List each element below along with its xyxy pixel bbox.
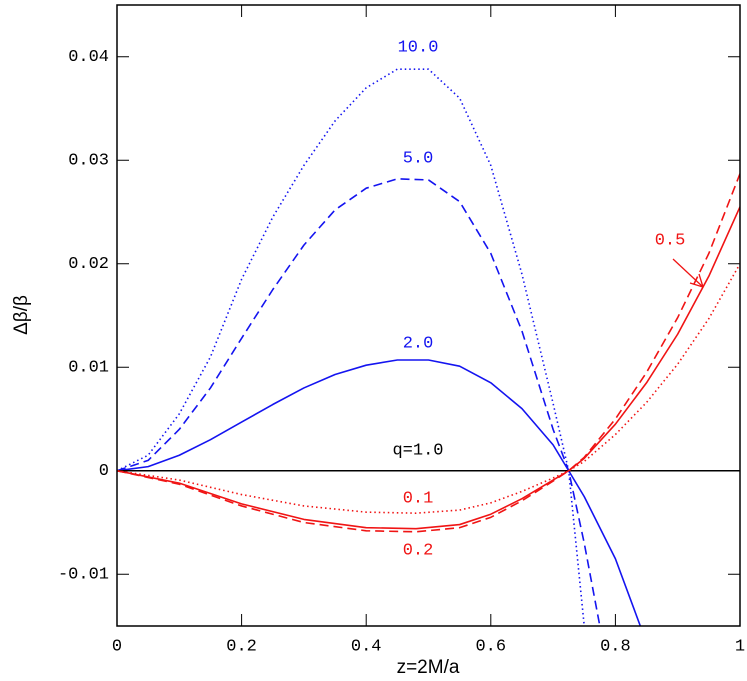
series-label: 10.0 bbox=[398, 38, 439, 57]
series-label: 2.0 bbox=[403, 334, 434, 353]
plot-frame bbox=[116, 4, 741, 627]
series-line bbox=[117, 178, 601, 626]
series-label: 0.5 bbox=[655, 231, 686, 250]
x-tick-label: 0.6 bbox=[475, 637, 506, 656]
x-tick-label: 0.2 bbox=[226, 637, 257, 656]
series-label: q=1.0 bbox=[392, 441, 443, 460]
series-line bbox=[117, 173, 740, 533]
series-label: 5.0 bbox=[403, 149, 434, 168]
x-axis-label: z=2M/a bbox=[397, 657, 460, 678]
x-tick-label: 1 bbox=[735, 637, 745, 656]
y-tick-label: 0.01 bbox=[68, 359, 109, 378]
arrow bbox=[672, 258, 704, 288]
series-line bbox=[117, 68, 586, 626]
x-tick-label: 0 bbox=[112, 637, 122, 656]
series-label: 0.2 bbox=[403, 541, 434, 560]
arrow-head bbox=[689, 273, 704, 288]
y-tick-label: -0.01 bbox=[58, 566, 109, 585]
y-tick-label: 0.03 bbox=[68, 152, 109, 171]
series-label: 0.1 bbox=[403, 489, 434, 508]
series-line bbox=[117, 359, 642, 626]
x-tick-label: 0.8 bbox=[600, 637, 631, 656]
y-tick-label: 0.02 bbox=[68, 255, 109, 274]
y-axis-label: Δβ/β bbox=[11, 295, 32, 335]
y-tick-label: 0 bbox=[99, 462, 109, 481]
plot-area bbox=[117, 68, 740, 626]
y-tick-label: 0.04 bbox=[68, 48, 109, 67]
series-line bbox=[117, 206, 740, 530]
x-tick-label: 0.4 bbox=[351, 637, 382, 656]
